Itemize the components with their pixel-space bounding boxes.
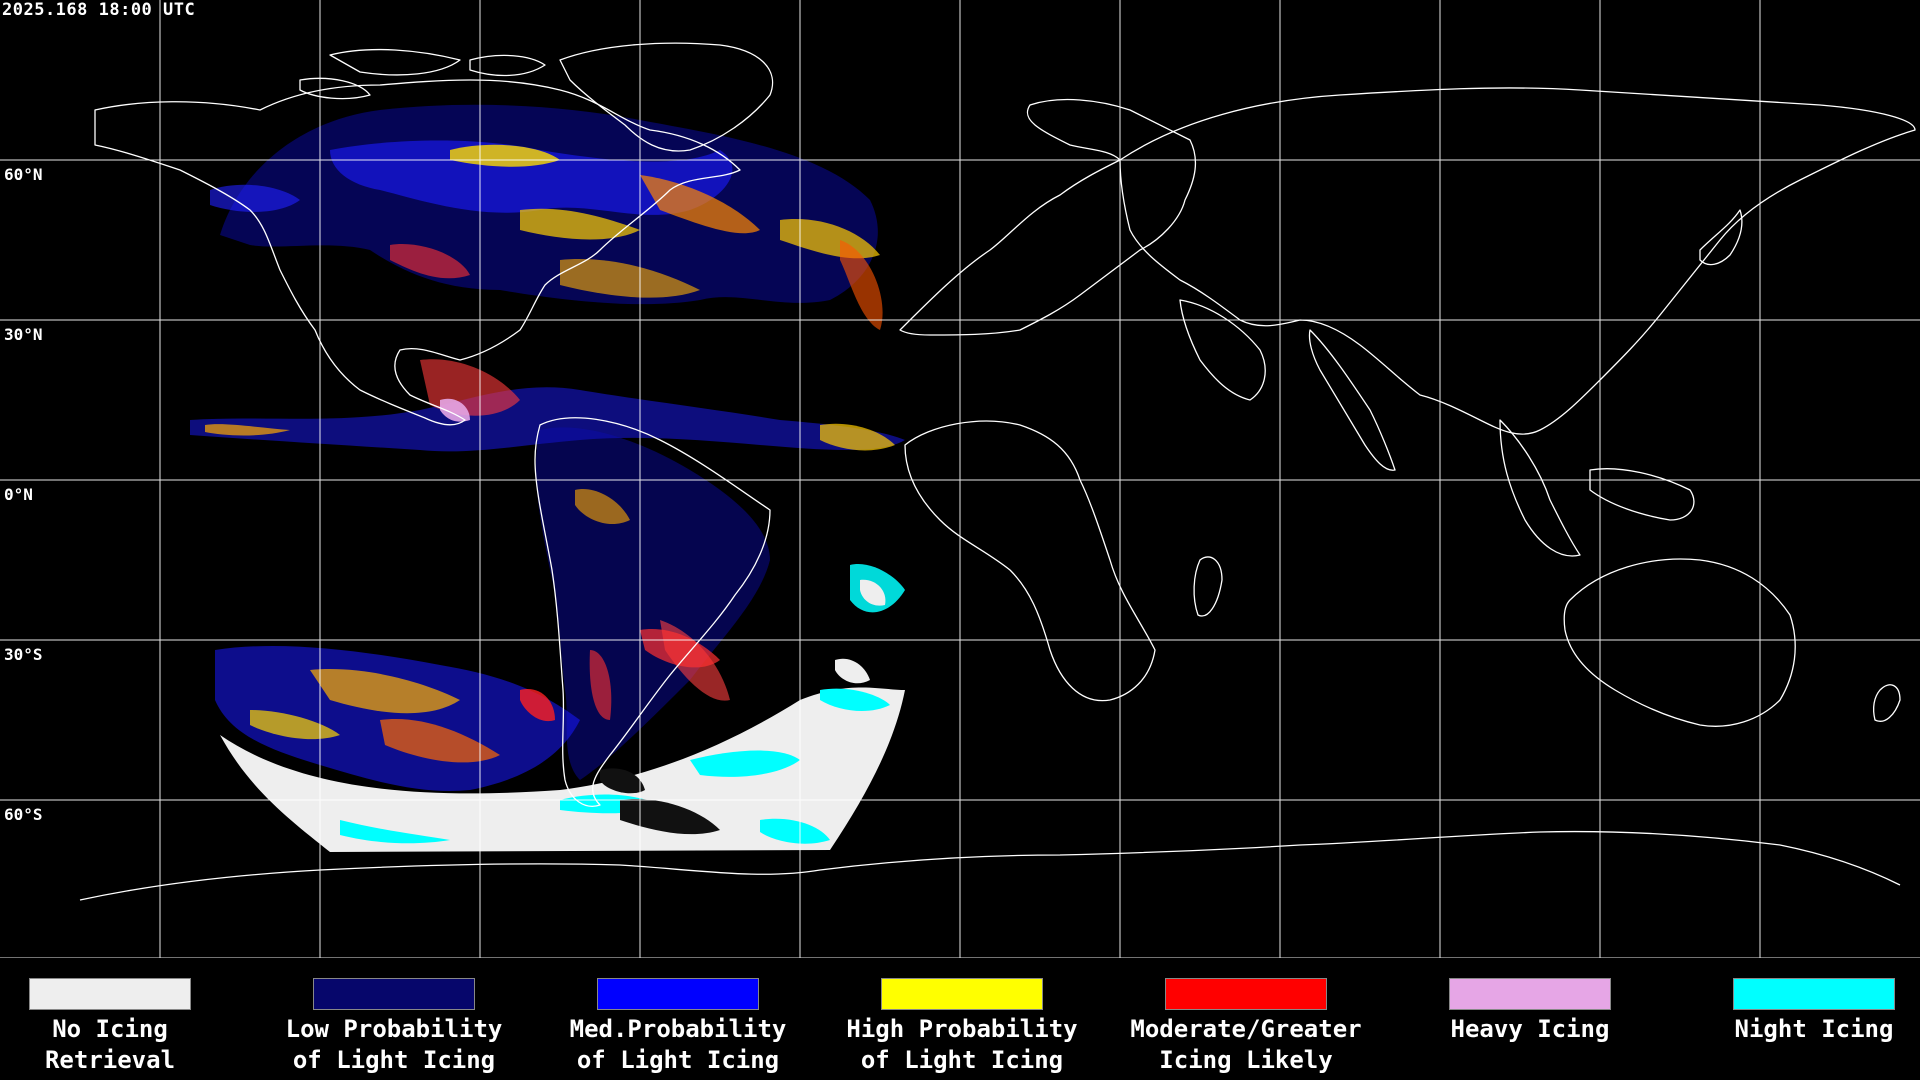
- arctic-islands-coastline: [299, 48, 546, 100]
- legend-label: Med.Probability of Light Icing: [569, 1015, 787, 1074]
- australia-coastline: [1563, 558, 1796, 727]
- lat-label-30n: 30°N: [4, 325, 43, 344]
- south-atlantic-night-icing: [835, 564, 905, 684]
- japan-coastline: [1699, 209, 1743, 266]
- legend-swatch: [881, 978, 1043, 1010]
- north-america-icing: [210, 104, 883, 330]
- europe-coastline: [899, 98, 1197, 336]
- world-map: [0, 0, 1920, 958]
- legend: No Icing Retrieval Low Probability of Ligh…: [0, 958, 1920, 1080]
- africa-coastline: [904, 420, 1156, 702]
- legend-label: Low Probability of Light Icing: [285, 1015, 503, 1074]
- new-zealand-coastline: [1873, 684, 1901, 722]
- south-pacific-icing: [215, 629, 720, 791]
- southern-limb-retrieval: [220, 687, 905, 852]
- madagascar-coastline: [1193, 556, 1223, 617]
- legend-item-heavy-icing: Heavy Icing: [1410, 978, 1650, 1045]
- antarctica-coastline: [79, 830, 1901, 901]
- legend-swatch: [313, 978, 475, 1010]
- arabia-coastline: [1179, 299, 1266, 401]
- lat-label-0n: 0°N: [4, 485, 33, 504]
- legend-item-moderate-greater: Moderate/Greater Icing Likely: [1126, 978, 1366, 1076]
- icing-overlay: [190, 104, 905, 852]
- timestamp-label: 2025.168 18:00 UTC: [2, 0, 196, 20]
- lat-label-30s: 30°S: [4, 645, 43, 664]
- legend-label: Moderate/Greater Icing Likely: [1130, 1015, 1362, 1074]
- lat-label-60s: 60°S: [4, 805, 43, 824]
- legend-swatch: [1733, 978, 1895, 1010]
- south-america-coastline: [534, 417, 771, 807]
- legend-swatch: [597, 978, 759, 1010]
- north-america-coastline: [94, 79, 741, 426]
- southeast-asia-coastline: [1499, 419, 1695, 557]
- legend-item-no-icing: No Icing Retrieval: [0, 978, 230, 1076]
- india-coastline: [1308, 329, 1396, 471]
- tropics-icing: [190, 359, 905, 452]
- legend-label: Heavy Icing: [1450, 1015, 1610, 1043]
- legend-label: No Icing Retrieval: [44, 1015, 176, 1074]
- lat-label-60n: 60°N: [4, 165, 43, 184]
- legend-swatch: [1165, 978, 1327, 1010]
- legend-swatch: [1449, 978, 1611, 1010]
- legend-swatch: [29, 978, 191, 1010]
- legend-label: High Probability of Light Icing: [846, 1015, 1078, 1074]
- greenland-coastline: [559, 42, 774, 152]
- legend-item-high-probability: High Probability of Light Icing: [842, 978, 1082, 1076]
- grid-lines: [0, 0, 1920, 958]
- legend-label: Night Icing: [1734, 1015, 1894, 1043]
- asia-coastline: [1119, 87, 1916, 435]
- coastlines: [79, 42, 1916, 901]
- legend-item-night-icing: Night Icing: [1694, 978, 1920, 1045]
- legend-item-low-probability: Low Probability of Light Icing: [274, 978, 514, 1076]
- legend-item-med-probability: Med.Probability of Light Icing: [558, 978, 798, 1076]
